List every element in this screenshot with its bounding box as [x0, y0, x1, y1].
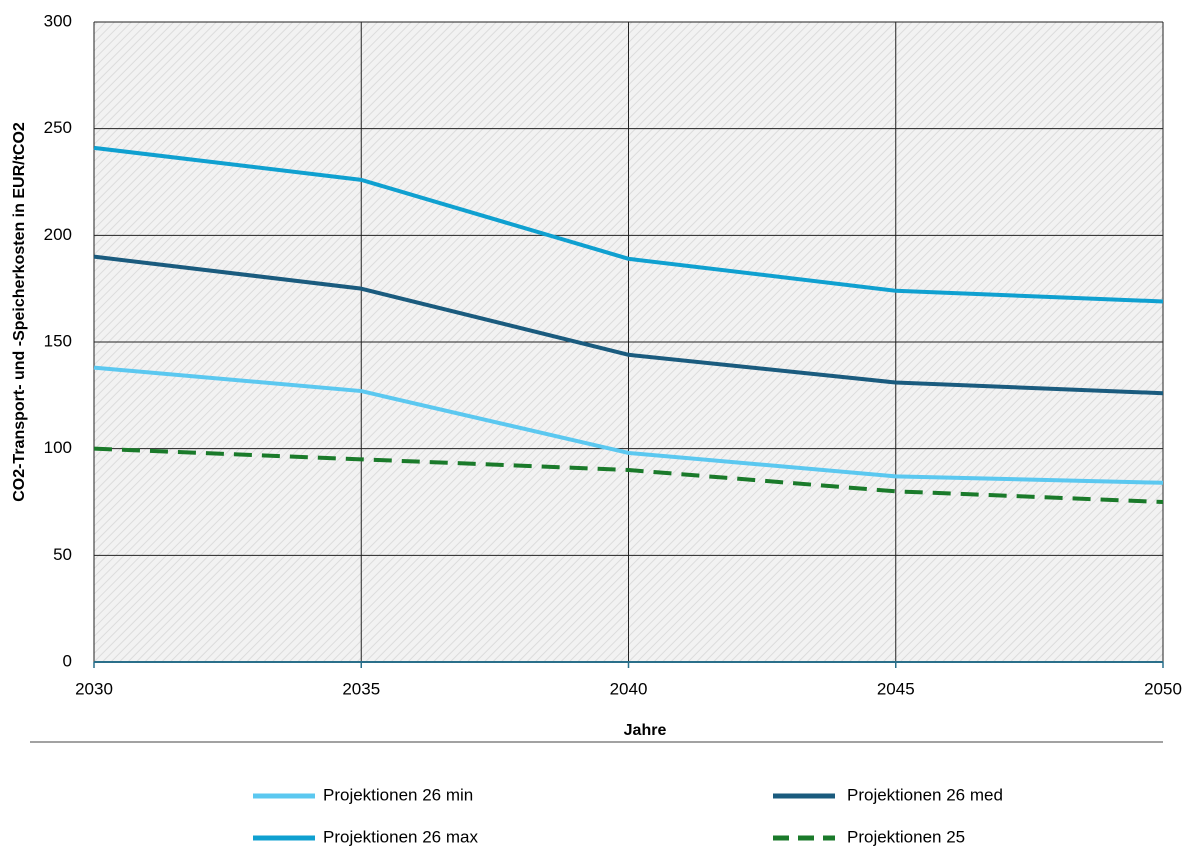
x-axis-label: Jahre: [624, 722, 667, 739]
x-tick-label: 2050: [1144, 679, 1182, 698]
legend-label: Projektionen 26 min: [323, 785, 473, 804]
series-line: [93, 446, 1164, 504]
series-line: [93, 145, 1164, 304]
legend-label: Projektionen 26 max: [323, 827, 478, 846]
y-tick-label: 250: [44, 118, 72, 137]
y-tick-label: 0: [63, 651, 72, 670]
y-tick-label: 50: [53, 545, 72, 564]
x-tick-label: 2035: [342, 679, 380, 698]
x-tick-label: 2030: [75, 679, 113, 698]
series-line: [93, 365, 1164, 485]
y-tick-label: 200: [44, 225, 72, 244]
x-tick-label: 2040: [610, 679, 648, 698]
y-tick-label: 100: [44, 438, 72, 457]
y-axis-label: CO2-Transport- und -Speicherkosten in EU…: [11, 122, 28, 502]
y-tick-label: 150: [44, 331, 72, 350]
y-tick-label: 300: [44, 11, 72, 30]
x-tick-label: 2045: [877, 679, 915, 698]
legend-label: Projektionen 26 med: [847, 785, 1003, 804]
series-line: [93, 254, 1164, 396]
legend-label: Projektionen 25: [847, 827, 965, 846]
